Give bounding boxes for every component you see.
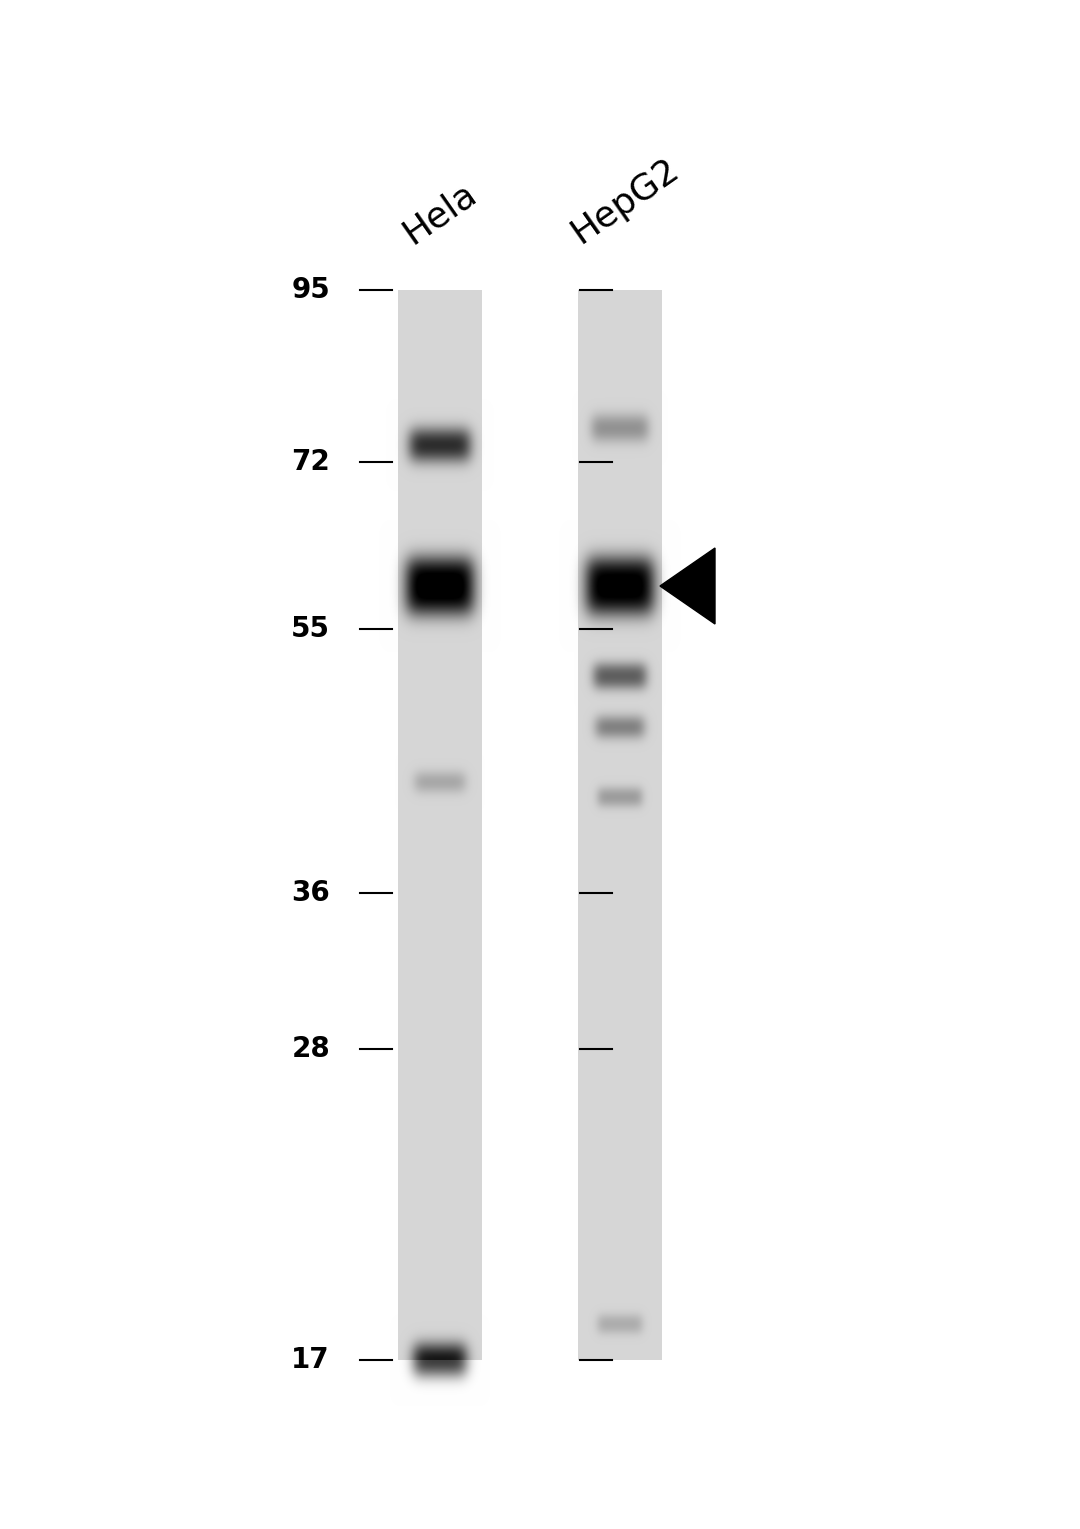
Text: 95: 95	[292, 277, 330, 304]
Text: Hela: Hela	[397, 176, 483, 251]
Text: 72: 72	[292, 448, 330, 476]
Polygon shape	[660, 547, 715, 624]
Text: 36: 36	[292, 879, 330, 907]
Text: 28: 28	[292, 1035, 330, 1063]
Text: 55: 55	[291, 615, 330, 644]
Text: HepG2: HepG2	[565, 151, 685, 251]
Text: 17: 17	[292, 1346, 330, 1375]
